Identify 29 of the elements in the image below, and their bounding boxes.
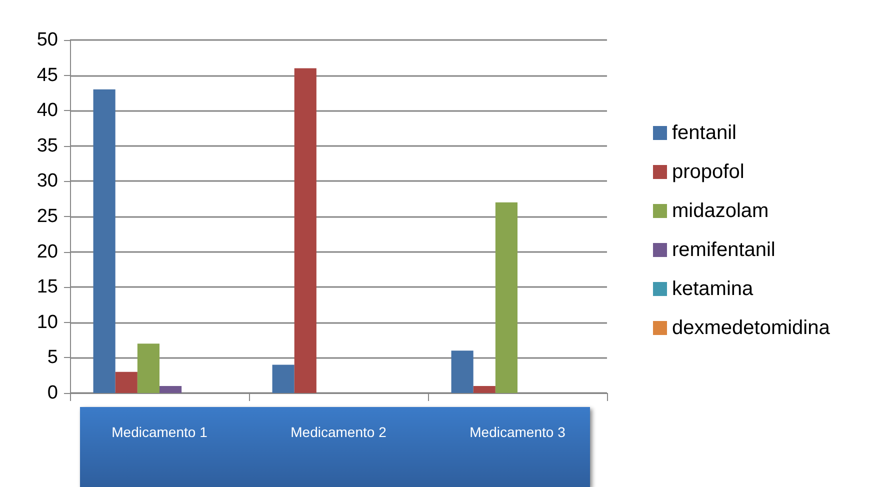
- y-tick-label: 50: [36, 30, 58, 50]
- y-tick-label: 15: [36, 276, 58, 298]
- bar: [115, 372, 138, 393]
- y-tick-label: 25: [36, 206, 58, 227]
- legend-label: remifentanil: [672, 239, 776, 261]
- y-tick-label: 5: [47, 347, 58, 368]
- y-tick-label: 20: [36, 241, 58, 262]
- x-tick-label: Medicamento 2: [290, 424, 387, 440]
- x-tick-label: Medicamento 1: [112, 424, 208, 440]
- y-tick-label: 10: [36, 312, 58, 333]
- y-tick-label: 45: [36, 64, 58, 86]
- bar: [294, 68, 316, 393]
- y-tick-label: 30: [36, 170, 58, 192]
- bar: [473, 386, 496, 393]
- legend-label: ketamina: [672, 278, 754, 300]
- bar: [272, 364, 294, 393]
- legend-label: midazolam: [672, 200, 769, 222]
- y-tick-label: 40: [36, 100, 58, 122]
- legend-label: fentanil: [672, 122, 736, 144]
- y-tick-label: 0: [47, 382, 58, 404]
- bar: [137, 344, 160, 393]
- legend-label: propofol: [672, 161, 744, 183]
- bar: [160, 386, 182, 393]
- x-tick-label: Medicamento 3: [470, 424, 566, 440]
- legend-label: dexmedetomidina: [672, 317, 831, 339]
- bar: [495, 202, 518, 393]
- bar: [93, 89, 116, 393]
- bar: [451, 350, 474, 393]
- y-tick-label: 35: [36, 135, 58, 156]
